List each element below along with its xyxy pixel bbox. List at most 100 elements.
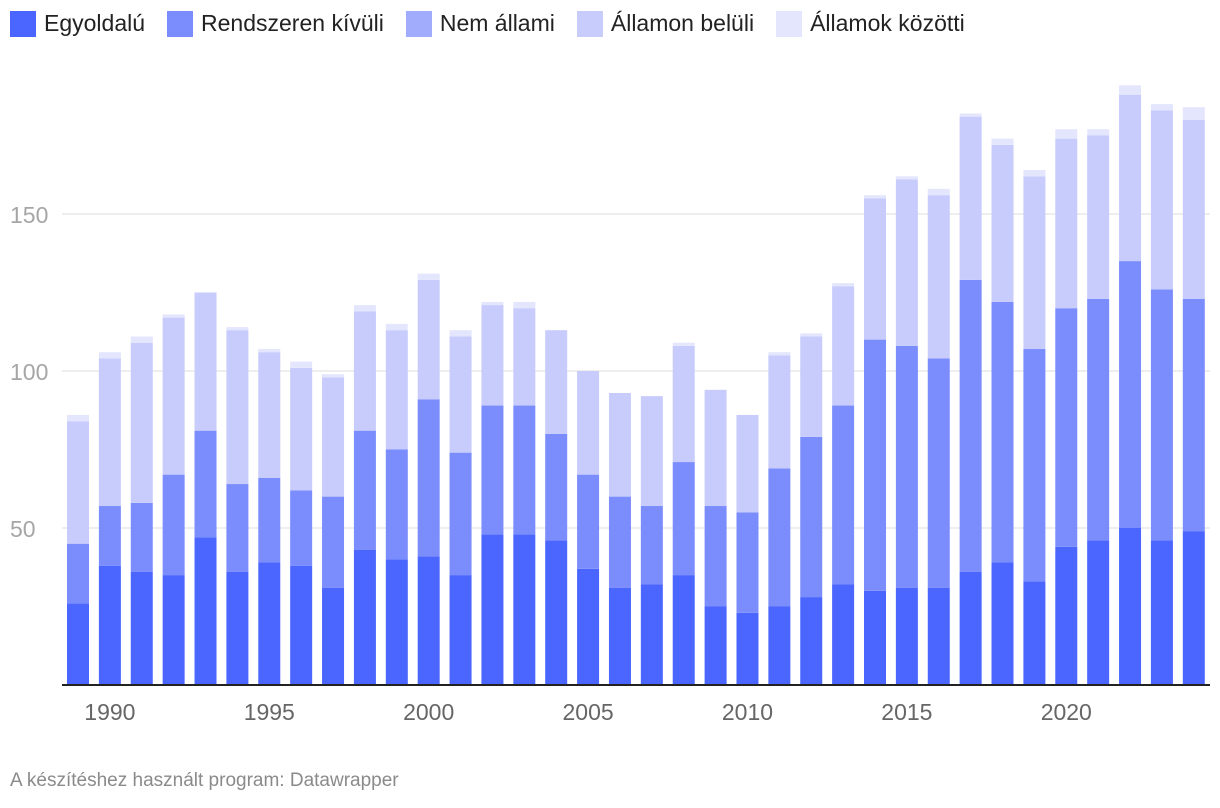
bar-segment-0: [864, 590, 886, 685]
x-tick-label: 1990: [84, 699, 135, 725]
bar-segment-3: [864, 198, 886, 340]
bar-segment-4: [1023, 170, 1046, 177]
bar-segment-0: [608, 587, 631, 685]
bar-segment-0: [640, 584, 663, 685]
bar-segment-3: [481, 305, 504, 406]
bar-segment-3: [1119, 94, 1142, 262]
legend-label: Rendszeren kívüli: [201, 10, 384, 36]
bar-segment-0: [1119, 528, 1142, 685]
bar-segment-1: [67, 543, 89, 604]
bar-segment-1: [991, 301, 1014, 563]
bar-segment-4: [1150, 104, 1173, 111]
bar-segment-1: [322, 496, 345, 588]
bar-segment-3: [736, 414, 759, 513]
bar-segment-0: [1087, 540, 1110, 685]
footer-credit: A készítéshez használt program: Datawrap…: [10, 770, 399, 791]
legend-swatch: [10, 10, 36, 37]
bar-segment-0: [226, 571, 249, 685]
bar-segment-3: [832, 286, 855, 406]
bar-segment-0: [736, 612, 759, 685]
bar-segment-0: [98, 565, 121, 685]
bar-segment-4: [1055, 129, 1078, 139]
bar-segment-1: [290, 490, 313, 566]
bar-segment-4: [481, 301, 504, 306]
bar-segment-1: [353, 430, 376, 550]
bar-segment-3: [1055, 138, 1078, 309]
bar-segment-3: [513, 308, 536, 406]
legend-label: Államok közötti: [810, 10, 965, 36]
bar-segment-3: [226, 330, 249, 485]
stacked-bar-chart: 50 100 150 1990 1995 2000 2005 2010 2015 2020: [10, 85, 1210, 725]
bar-segment-1: [959, 279, 982, 572]
bar-segment-0: [130, 571, 153, 685]
bar-segment-1: [98, 506, 121, 566]
bar-segment-3: [991, 144, 1014, 302]
bar-segment-0: [322, 587, 345, 685]
bar-segment-3: [895, 179, 918, 346]
bar-segment-3: [672, 345, 695, 463]
bar-segment-0: [417, 556, 440, 685]
bar-segment-4: [1087, 129, 1110, 136]
bar-segment-3: [67, 421, 89, 544]
bar-segment-0: [67, 603, 89, 685]
bar-segment-0: [959, 571, 982, 685]
bar-segment-0: [449, 575, 472, 685]
bar-segment-4: [98, 352, 121, 359]
bar-segment-1: [704, 506, 727, 607]
bar-segment-0: [545, 540, 568, 685]
bar-segment-3: [194, 292, 217, 431]
bar-segment-1: [672, 462, 695, 576]
bar-segment-4: [768, 352, 791, 356]
legend-item-allamok-kozotti: Államok közötti: [776, 10, 965, 37]
bar-segment-4: [959, 113, 982, 117]
bar-segment-1: [417, 399, 440, 557]
bar-segment-0: [1150, 540, 1173, 685]
legend-item-allamon-beluli: Államon belüli: [576, 10, 755, 37]
bar-segment-3: [258, 352, 281, 478]
bar-segment-4: [226, 327, 249, 331]
chart-legend: Egyoldalú Rendszeren kívüli Nem állami Á…: [10, 10, 987, 37]
bar-segment-1: [226, 484, 249, 572]
bar-segment-1: [800, 436, 823, 598]
bar-segment-1: [608, 496, 631, 588]
bar-segment-3: [1150, 110, 1173, 290]
bar-segment-3: [640, 396, 663, 507]
bar-segment-0: [927, 587, 950, 685]
bar-segment-1: [768, 468, 791, 607]
legend-item-nem-allami: Nem állami: [405, 10, 555, 37]
bar-segment-3: [545, 330, 568, 434]
bar-segment-0: [1182, 531, 1205, 685]
bar-segment-3: [290, 367, 313, 491]
bar-segment-3: [98, 358, 121, 507]
legend-swatch: [776, 10, 803, 37]
bar-segment-4: [385, 323, 408, 331]
bar-segment-0: [800, 597, 823, 685]
bar-segment-4: [672, 342, 695, 346]
legend-item-egyoldalu: Egyoldalú: [10, 10, 145, 37]
bar-segment-3: [417, 279, 440, 400]
bar-segment-0: [577, 568, 600, 685]
bar-segment-0: [991, 562, 1014, 685]
bar-segment-0: [1055, 546, 1078, 685]
bar-segment-1: [130, 502, 153, 572]
legend-label: Egyoldalú: [44, 10, 146, 36]
legend-swatch: [405, 10, 432, 37]
bar-segment-1: [385, 449, 408, 560]
x-tick-label: 2020: [1041, 699, 1092, 725]
bar-segment-1: [545, 433, 568, 541]
legend-label: Államon belüli: [610, 10, 755, 36]
bar-segment-1: [1023, 349, 1046, 582]
bar-segment-0: [385, 559, 408, 685]
bar-segment-1: [481, 405, 504, 535]
bar-segment-1: [1182, 298, 1205, 532]
bar-segment-1: [736, 512, 759, 613]
bar-segment-1: [864, 339, 886, 591]
bar-segment-0: [194, 537, 217, 685]
bar-segment-3: [577, 371, 600, 475]
bar-segment-0: [290, 565, 313, 685]
bar-segment-4: [290, 361, 313, 368]
bar-segment-0: [704, 606, 727, 685]
bar-segment-4: [991, 138, 1014, 145]
bar-segment-1: [162, 474, 185, 576]
bar-segment-1: [194, 430, 217, 538]
